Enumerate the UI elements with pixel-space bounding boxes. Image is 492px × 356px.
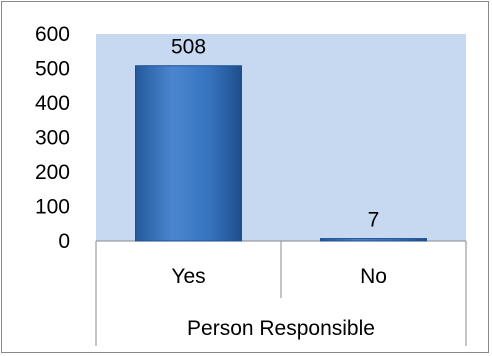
x-tick-label: No	[360, 265, 387, 288]
bar-yes	[135, 65, 242, 242]
y-tick-label: 600	[35, 23, 70, 46]
bars	[135, 65, 427, 242]
x-tick-label: Yes	[171, 265, 205, 288]
y-tick-label: 400	[35, 92, 70, 115]
data-labels: Yes 508 No 7	[171, 36, 387, 288]
data-label: 7	[368, 209, 380, 232]
y-tick-label: 300	[35, 127, 70, 150]
y-axis-ticks: 0 100 200 300 400 500 600	[35, 23, 70, 253]
y-tick-label: 500	[35, 58, 70, 81]
bar-no	[320, 238, 427, 242]
y-tick-label: 200	[35, 161, 70, 184]
y-tick-label: 100	[35, 196, 70, 219]
data-label: 508	[171, 36, 206, 59]
x-axis-label: Person Responsible	[187, 317, 375, 340]
y-tick-label: 0	[58, 230, 70, 253]
